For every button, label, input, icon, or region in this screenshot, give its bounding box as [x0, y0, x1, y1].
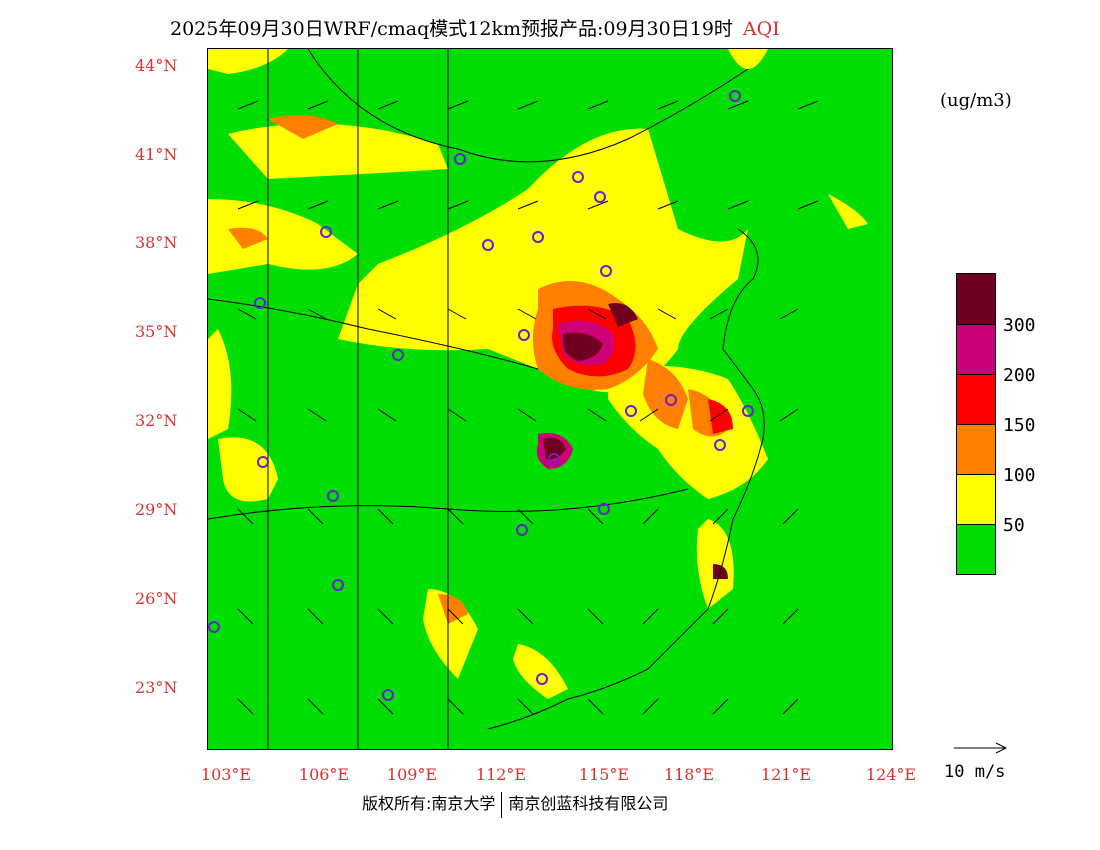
station-marker [600, 265, 612, 277]
station-marker [594, 191, 606, 203]
latitude-label: 35°N [135, 322, 178, 341]
colorbar-label: 200 [1003, 365, 1036, 386]
colorbar-segment-hazardous [957, 274, 995, 325]
station-marker [536, 673, 548, 685]
colorbar-segment-usg [957, 425, 995, 475]
colorbar-segment-moderate [957, 475, 995, 525]
colorbar-label: 150 [1003, 415, 1036, 436]
longitude-label: 103°E [200, 765, 252, 784]
title-variable: AQI [742, 18, 780, 40]
station-marker [598, 503, 610, 515]
latitude-label: 32°N [135, 411, 178, 430]
colorbar-segment-unhealthy [957, 375, 995, 425]
wind-reference-arrow-icon [954, 742, 1008, 754]
chart-title: 2025年09月30日WRF/cmaq模式12km预报产品:09月30日19时 A… [170, 14, 780, 42]
station-marker [518, 329, 530, 341]
copyright-left: 版权所有:南京大学 [362, 794, 496, 813]
aqi-colorbar [956, 273, 996, 575]
latitude-label: 44°N [135, 56, 178, 75]
copyright-right: 南京创蓝科技有限公司 [508, 794, 669, 813]
latitude-label: 29°N [135, 500, 178, 519]
station-marker [254, 297, 266, 309]
colorbar-segment-good [957, 525, 995, 574]
station-marker [665, 394, 677, 406]
station-marker [516, 524, 528, 536]
aqi-yellow-regions [208, 49, 868, 699]
title-main: 2025年09月30日WRF/cmaq模式12km预报产品:09月30日19时 [170, 18, 733, 40]
unit-label: (ug/m3) [940, 90, 1012, 111]
longitude-label: 118°E [663, 765, 715, 784]
longitude-label: 109°E [386, 765, 438, 784]
station-marker [454, 153, 466, 165]
city-station-markers [208, 90, 754, 701]
longitude-label: 106°E [298, 765, 350, 784]
station-marker [208, 621, 220, 633]
colorbar-label: 50 [1003, 515, 1025, 536]
station-marker [327, 490, 339, 502]
station-marker [332, 579, 344, 591]
colorbar-label: 100 [1003, 465, 1036, 486]
station-marker [572, 171, 584, 183]
station-marker [382, 689, 394, 701]
longitude-label: 112°E [475, 765, 527, 784]
colorbar-label: 300 [1003, 315, 1036, 336]
north-yellow-band [228, 123, 448, 179]
station-marker [625, 405, 637, 417]
aqi-darkred-regions [543, 303, 728, 579]
station-marker [320, 226, 332, 238]
station-marker [482, 239, 494, 251]
longitude-label: 121°E [760, 765, 812, 784]
station-marker [532, 231, 544, 243]
longitude-label: 124°E [865, 765, 917, 784]
station-marker [257, 456, 269, 468]
latitude-label: 23°N [135, 678, 178, 697]
copyright-separator [501, 791, 503, 818]
latitude-label: 41°N [135, 145, 178, 164]
latitude-label: 38°N [135, 233, 178, 252]
latitude-label: 26°N [135, 589, 178, 608]
wind-reference-label: 10 m/s [944, 762, 1006, 782]
aqi-map [207, 48, 893, 750]
wind-arrows [237, 100, 819, 715]
station-marker [729, 90, 741, 102]
station-marker [548, 453, 560, 465]
station-marker [742, 405, 754, 417]
station-marker [392, 349, 404, 361]
colorbar-segment-very-unhealthy [957, 325, 995, 375]
station-marker [714, 439, 726, 451]
longitude-label: 115°E [578, 765, 630, 784]
copyright-notice: 版权所有:南京大学 南京创蓝科技有限公司 [362, 790, 668, 818]
